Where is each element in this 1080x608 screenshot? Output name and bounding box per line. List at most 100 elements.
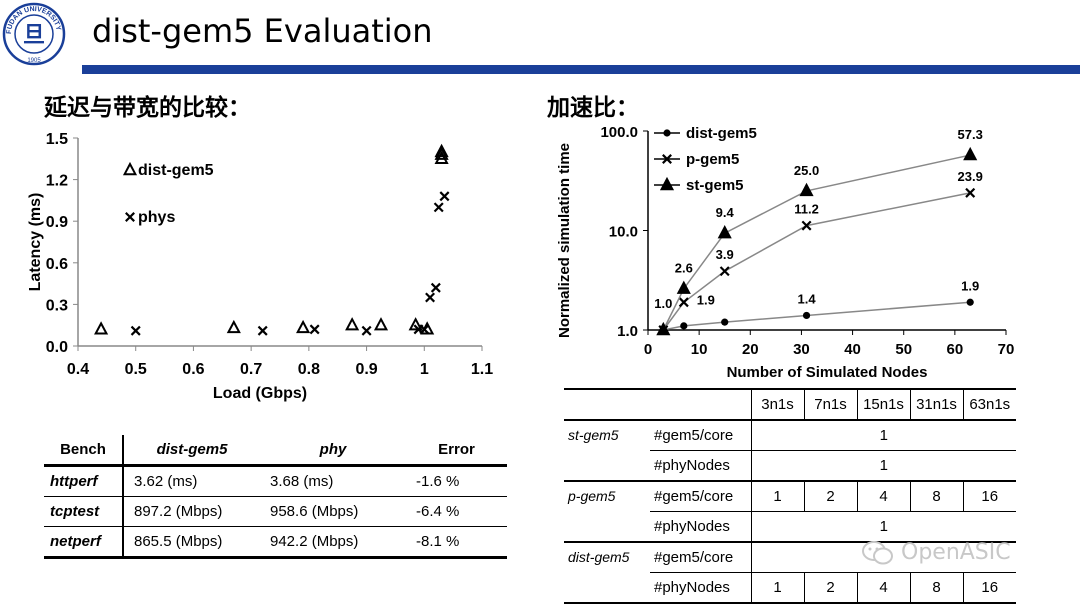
data-label: 1.4 [798,291,817,306]
data-label: 2.6 [675,261,693,276]
x-axis-title: Number of Simulated Nodes [727,364,928,381]
param-value: 1 [879,427,888,444]
header-error: Error [438,441,475,458]
slide-title: dist-gem5 Evaluation [92,12,433,50]
phys-point [257,325,268,336]
legend-marker [125,212,135,222]
dist-gem5-value: 865.5 (Mbps) [134,533,223,550]
cross-stroke [430,282,441,293]
x-tick-label: 0.9 [355,361,377,378]
phy-value: 942.2 (Mbps) [270,533,359,550]
cross-stroke [662,154,672,164]
dist-gem5-point [966,298,974,306]
phys-point [430,282,441,293]
header-phy: phy [319,441,347,458]
config-header-row: 3n1s 7n1s 15n1s 31n1s 63n1s [564,389,1016,420]
legend-label: p-gem5 [686,151,739,168]
cross-stroke [439,191,450,202]
phys-point [439,191,450,202]
param-value: 1 [751,572,805,603]
dist-gem5-point [296,319,311,334]
column-header: 3n1s [751,389,805,420]
legend-label: phys [138,209,175,226]
data-label: 23.9 [958,169,983,184]
table-row: tcptest 897.2 (Mbps) 958.6 (Mbps) -6.4 % [44,496,507,527]
column-header: 31n1s [910,389,964,420]
dist-gem5-point [721,318,729,326]
title-underline-bar [82,65,1080,74]
y-tick-label: 0.6 [46,256,68,273]
y-axis-title: Latency (ms) [27,193,44,292]
benchmark-table: Bench dist-gem5 phy Error httperf 3.62 (… [44,435,507,559]
column-header: 7n1s [804,389,858,420]
data-label: 57.3 [958,127,983,142]
dist-gem5-point [408,317,423,331]
param-value: 4 [857,572,911,603]
y-tick-label: 0.3 [46,297,68,314]
p-gem5-point [965,187,976,198]
y-tick-label: 1.5 [46,131,68,148]
cross-stroke [309,324,320,335]
speedup-line-chart: 1.0 10.0 100.0 0 10 20 30 40 50 60 70 Number of Sim… [556,124,1014,381]
data-label: 9.4 [716,205,735,220]
cross-stroke [257,325,268,336]
p-gem5-point [719,266,730,277]
phy-value: 3.68 (ms) [270,473,334,490]
x-tick-label: 0 [644,341,652,358]
cross-stroke [678,297,689,308]
column-header: 63n1s [969,396,1011,413]
dist-gem5-point [680,322,688,330]
watermark: OpenASIC [862,540,1011,566]
x-axis-title: Load (Gbps) [213,385,307,402]
x-tick-label: 30 [793,341,810,358]
y-tick-label: 1.2 [46,173,68,190]
data-label: 1.9 [961,278,979,293]
param-value: 16 [981,488,999,505]
st-gem5-point [963,146,978,161]
table-row: dist-gem5 #gem5/core [564,542,1016,573]
cross-stroke [433,202,444,213]
param-value: 2 [804,572,858,603]
cross-stroke [801,220,812,231]
table-row: httperf 3.62 (ms) 3.68 (ms) -1.6 % [44,465,507,497]
cross-stroke [719,266,730,277]
legend-label: st-gem5 [686,177,744,194]
phys-point [433,202,444,213]
bench-name: netperf [44,526,124,558]
param-value: 8 [910,572,964,603]
logo-center: 旦 [23,22,45,47]
x-tick-label: 60 [947,341,964,358]
cross-stroke [419,324,430,335]
table-row: netperf 865.5 (Mbps) 942.2 (Mbps) -8.1 % [44,526,507,558]
error-value: -8.1 % [416,533,460,550]
dist-gem5-point [94,321,109,335]
error-value: -1.6 % [416,473,460,490]
wechat-icon [862,541,893,565]
data-label: 1.9 [697,292,715,307]
legend-marker [663,129,671,137]
header-bench: Bench [44,435,124,466]
logo-year: 1905 [27,58,41,64]
st-gem5-point [676,280,691,294]
dist-gem5-value: 3.62 (ms) [134,473,198,490]
param-label: #phyNodes [650,511,752,542]
x-tick-label: 1.1 [471,361,493,378]
phy-value: 958.6 (Mbps) [270,503,359,520]
dist-gem5-point [802,311,811,320]
bench-name: httperf [44,465,124,497]
cross-stroke [361,325,372,336]
param-label: #phyNodes [650,572,752,603]
cross-stroke [965,187,976,198]
param-value: 4 [857,481,911,512]
university-logo: FUDAN UNIVERSITY 旦 1905 [2,2,66,66]
p-gem5-point [678,297,689,308]
param-value: 1 [879,457,888,474]
configuration-table: 3n1s 7n1s 15n1s 31n1s 63n1s st-gem5 #gem… [564,388,1016,604]
dist-gem5-point [226,319,241,334]
param-value: 1 [751,481,805,512]
university-seal-icon: FUDAN UNIVERSITY 旦 1905 [2,2,66,66]
param-value: 1 [879,518,888,535]
param-value: 2 [804,481,858,512]
data-label: 1.0 [654,296,672,311]
param-label: #gem5/core [650,542,752,573]
